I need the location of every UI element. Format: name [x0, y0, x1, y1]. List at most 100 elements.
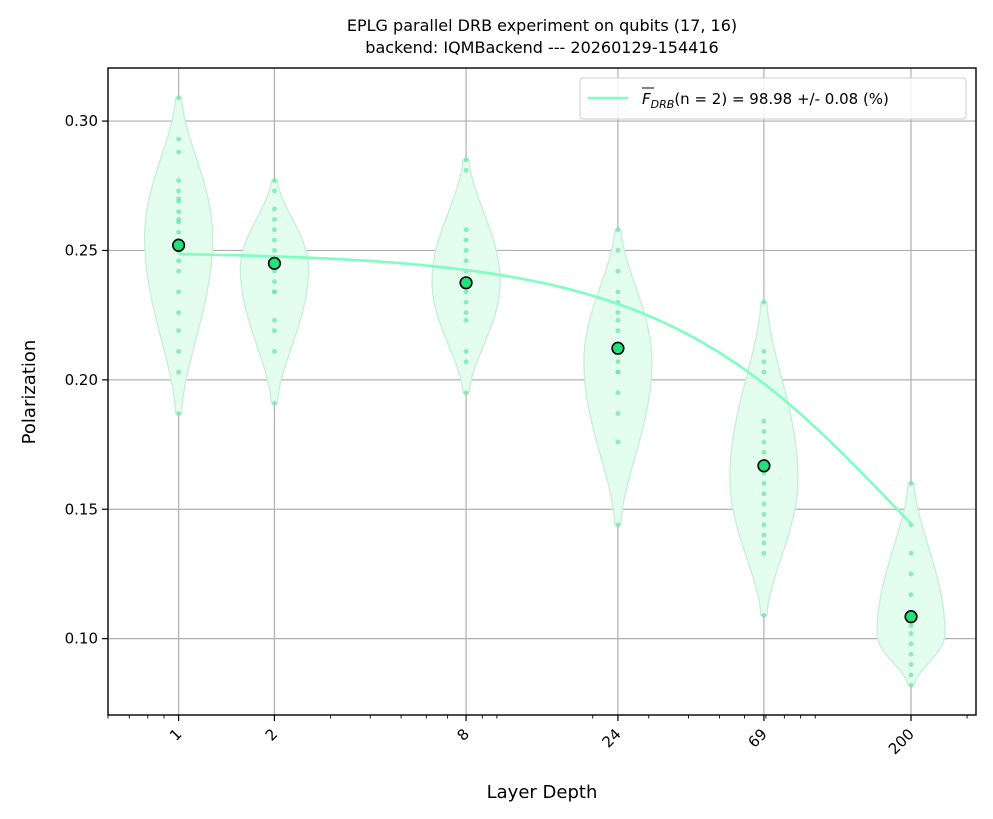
sample-point-2-15 [272, 400, 277, 406]
sample-point-69-17 [761, 550, 767, 556]
y-tick-label-0.30: 0.30 [65, 112, 98, 130]
sample-point-24-3 [615, 289, 621, 295]
x-tick-label-69: 69 [745, 725, 771, 751]
sample-point-1-6 [176, 198, 182, 204]
sample-point-24-6 [615, 317, 621, 323]
sample-point-24-9 [615, 359, 621, 365]
sample-point-24-2 [615, 268, 621, 274]
sample-point-200-12 [908, 682, 914, 688]
legend-label: FDRB(n = 2) = 98.98 +/- 0.08 (%) [642, 90, 889, 111]
legend-label-prefix: F [642, 90, 651, 108]
sample-point-200-3 [908, 571, 914, 577]
sample-point-24-13 [615, 411, 621, 416]
sample-point-8-13 [463, 359, 469, 365]
sample-point-8-1 [463, 167, 469, 173]
sample-point-2-0 [272, 178, 277, 183]
sample-point-200-4 [908, 592, 914, 598]
sample-point-1-2 [176, 149, 182, 155]
sample-point-2-3 [272, 216, 277, 222]
sample-point-1-19 [176, 369, 182, 375]
sample-point-1-1 [176, 136, 182, 142]
sample-point-1-9 [176, 219, 182, 225]
sample-point-8-3 [463, 237, 469, 243]
sample-point-2-2 [272, 206, 277, 212]
mean-point-24 [611, 341, 625, 355]
sample-point-8-9 [463, 299, 469, 305]
mean-point-69 [757, 459, 771, 473]
sample-point-24-15 [615, 522, 621, 528]
sample-point-69-15 [761, 532, 767, 538]
y-tick-label-0.15: 0.15 [65, 500, 98, 518]
sample-point-1-15 [176, 289, 182, 295]
sample-point-24-14 [615, 439, 621, 445]
sample-point-2-13 [272, 328, 277, 334]
fit-curve [178, 252, 912, 525]
sample-point-24-0 [615, 227, 621, 233]
sample-point-200-0 [908, 480, 914, 486]
y-axis-label: Polarization [19, 340, 40, 445]
sample-point-2-14 [272, 348, 277, 354]
chart-title-group: EPLG parallel DRB experiment on qubits (… [347, 16, 737, 57]
violin-layer [143, 95, 946, 688]
y-tick-label-0.25: 0.25 [65, 241, 98, 259]
sample-point-2-8 [272, 268, 277, 274]
fit-layer [178, 252, 912, 525]
sample-point-1-14 [176, 268, 182, 274]
sample-point-69-18 [761, 612, 767, 618]
sample-point-69-16 [761, 540, 767, 546]
sample-point-69-6 [761, 439, 767, 445]
sample-point-1-20 [176, 411, 182, 416]
sample-point-1-10 [176, 229, 182, 235]
violin-1 [143, 97, 214, 415]
sample-point-8-2 [463, 227, 469, 233]
sample-point-200-6 [908, 623, 914, 629]
violin-200 [876, 482, 946, 686]
sample-point-69-12 [761, 501, 767, 507]
sample-point-8-4 [463, 248, 469, 253]
sample-point-1-16 [176, 310, 182, 315]
x-axis-label: Layer Depth [487, 782, 598, 803]
x-tick-label-200: 200 [885, 725, 918, 758]
sample-point-69-3 [761, 369, 767, 375]
sample-point-8-14 [463, 390, 469, 396]
chart-title: EPLG parallel DRB experiment on qubits (… [347, 16, 737, 35]
sample-point-200-9 [908, 651, 914, 657]
sample-point-2-5 [272, 237, 277, 243]
sample-point-24-5 [615, 310, 621, 315]
y-tick-label-0.10: 0.10 [65, 630, 98, 648]
mean-point-200 [904, 610, 918, 624]
sample-point-69-14 [761, 522, 767, 528]
violin-24 [583, 229, 653, 526]
sample-point-69-2 [761, 359, 767, 365]
sample-point-69-0 [761, 299, 767, 305]
sample-point-200-8 [908, 641, 914, 647]
sample-point-200-10 [908, 662, 914, 667]
mean-point-2 [267, 256, 282, 270]
legend-label-arg: (n = 2) = 98.98 +/- 0.08 (%) [674, 90, 889, 108]
mean-point-1 [172, 238, 186, 252]
sample-point-200-11 [908, 672, 914, 678]
sample-point-1-7 [176, 209, 182, 215]
sample-point-69-7 [761, 449, 767, 455]
sample-point-1-13 [176, 258, 182, 264]
sample-point-69-11 [761, 491, 767, 497]
mean-layer [172, 238, 918, 624]
sample-point-8-8 [463, 289, 469, 295]
sample-point-2-11 [272, 289, 277, 295]
legend: FDRB(n = 2) = 98.98 +/- 0.08 (%) [579, 77, 967, 120]
axes-frame [107, 67, 977, 716]
sample-point-200-7 [908, 631, 914, 636]
chart-subtitle: backend: IQMBackend --- 20260129-154416 [365, 38, 718, 57]
sample-point-1-18 [176, 348, 182, 354]
sample-point-8-10 [463, 310, 469, 315]
violin-69 [729, 301, 799, 617]
mean-point-8 [459, 276, 473, 290]
x-tick-label-24: 24 [599, 725, 625, 751]
sample-point-1-3 [176, 178, 182, 183]
sample-point-1-0 [176, 95, 182, 101]
sample-point-69-5 [761, 429, 767, 435]
sample-point-24-7 [615, 328, 621, 334]
sample-point-69-4 [761, 418, 767, 424]
x-tick-label-2: 2 [262, 725, 281, 744]
